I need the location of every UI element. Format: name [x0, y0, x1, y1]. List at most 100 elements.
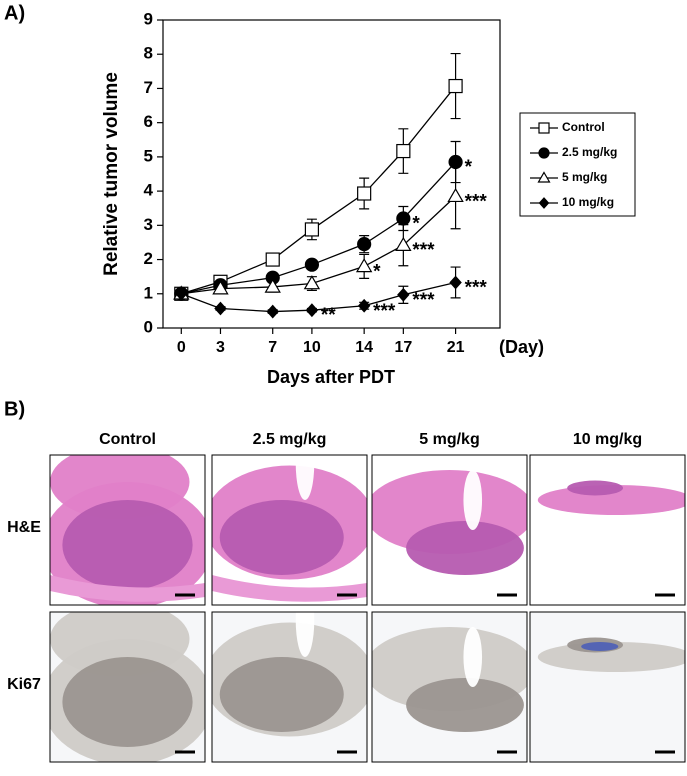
plot-frame	[162, 19, 501, 329]
panel-label: B)	[4, 398, 25, 420]
y-tick-label: 0	[144, 317, 153, 336]
tissue	[62, 657, 193, 747]
significance-label: ***	[412, 240, 435, 261]
tissue	[219, 657, 344, 732]
image-frame	[49, 454, 206, 606]
tissue	[567, 480, 623, 496]
marker	[396, 211, 411, 226]
y-tick-label: 5	[144, 146, 153, 165]
histology-image	[530, 455, 685, 605]
marker	[265, 252, 280, 267]
tissue	[463, 470, 483, 530]
tissue	[62, 500, 193, 590]
image-frame	[371, 611, 528, 763]
tissue	[219, 500, 344, 575]
panel-label: A)	[4, 2, 25, 24]
column-header: 2.5 mg/kg	[253, 431, 327, 448]
histology-image	[50, 455, 205, 605]
y-tick-label: 3	[144, 215, 153, 234]
significance-label: *	[373, 261, 381, 282]
image-frame	[211, 454, 368, 606]
marker	[304, 257, 320, 272]
tissue-stain	[581, 642, 619, 651]
significance-label: *	[412, 214, 420, 235]
marker	[305, 303, 319, 318]
muscle-layer	[50, 575, 205, 602]
x-tick-label: 14	[355, 339, 373, 356]
legend-label: Control	[562, 120, 605, 134]
x-tick-label: 7	[268, 339, 277, 356]
image-frame	[49, 611, 206, 763]
significance-label: ***	[412, 290, 435, 311]
significance-label: *	[465, 157, 473, 178]
histology-image	[212, 455, 367, 605]
image-frame	[371, 454, 528, 606]
tissue	[406, 678, 524, 732]
x-tick-label: 10	[303, 339, 321, 356]
legend-label: 2.5 mg/kg	[562, 145, 617, 159]
marker	[175, 286, 188, 301]
tissue	[295, 455, 315, 500]
marker	[357, 298, 371, 313]
legend-label: 5 mg/kg	[562, 170, 607, 184]
marker	[303, 275, 321, 290]
y-tick-label: 8	[144, 44, 153, 63]
tissue	[463, 627, 483, 687]
y-tick-label: 6	[144, 112, 153, 131]
significance-label: ***	[373, 301, 396, 322]
marker	[396, 143, 411, 159]
marker	[395, 236, 412, 251]
image-frame	[529, 454, 686, 606]
x-tick-label: 17	[394, 339, 412, 356]
y-tick-label: 2	[144, 249, 153, 268]
marker	[397, 287, 410, 302]
y-axis-title: Relative tumor volume	[101, 72, 122, 276]
image-frame	[529, 611, 686, 763]
image-background	[530, 612, 685, 762]
x-tick-label: 3	[216, 339, 225, 356]
marker	[304, 222, 320, 237]
marker	[264, 278, 281, 293]
x-tick-label: 21	[447, 339, 465, 356]
histology-image	[212, 612, 367, 762]
row-label: Ki67	[7, 676, 41, 693]
tissue	[406, 521, 524, 575]
marker	[538, 197, 550, 209]
marker	[537, 171, 551, 183]
legend-label: 10 mg/kg	[562, 195, 614, 209]
column-header: 10 mg/kg	[573, 431, 642, 448]
significance-label: **	[321, 305, 336, 326]
marker	[538, 122, 550, 134]
histology-image	[530, 612, 685, 762]
x-unit: (Day)	[499, 337, 544, 357]
y-tick-label: 7	[144, 78, 153, 97]
x-tick-label: 0	[177, 339, 186, 356]
column-header: 5 mg/kg	[419, 431, 479, 448]
tissue	[50, 612, 190, 677]
y-tick-label: 9	[144, 9, 153, 28]
row-label: H&E	[7, 519, 41, 536]
histology-image	[372, 455, 527, 605]
marker	[447, 187, 464, 203]
column-header: Control	[99, 431, 156, 448]
muscle-layer	[212, 575, 367, 602]
x-axis-title: Days after PDT	[267, 367, 395, 387]
histology-image	[50, 612, 205, 762]
histology-image	[372, 612, 527, 762]
marker	[449, 275, 462, 290]
significance-label: ***	[465, 191, 488, 212]
image-background	[530, 455, 685, 605]
marker	[357, 237, 372, 252]
marker	[212, 280, 229, 295]
y-tick-label: 4	[144, 181, 154, 200]
tissue	[50, 455, 190, 520]
marker	[355, 258, 373, 273]
significance-label: ***	[465, 278, 488, 299]
tissue	[295, 612, 315, 657]
marker	[448, 78, 463, 94]
marker	[538, 147, 550, 159]
y-tick-label: 1	[144, 283, 153, 302]
marker	[266, 304, 279, 319]
marker	[357, 186, 372, 201]
